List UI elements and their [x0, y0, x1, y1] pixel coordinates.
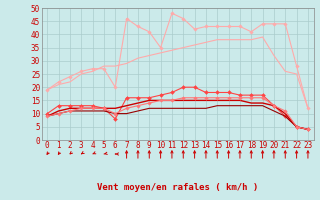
Text: Vent moyen/en rafales ( km/h ): Vent moyen/en rafales ( km/h ) — [97, 183, 258, 192]
